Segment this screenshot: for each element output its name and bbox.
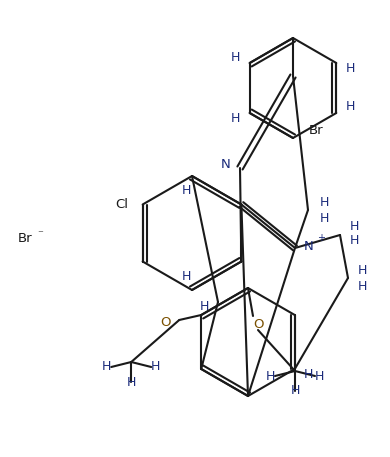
Text: H: H [349, 234, 359, 246]
Text: H: H [231, 112, 240, 126]
Text: N: N [304, 239, 314, 253]
Text: H: H [231, 51, 240, 64]
Text: H: H [304, 367, 314, 381]
Text: N: N [221, 159, 231, 171]
Text: H: H [319, 212, 329, 224]
Text: Br: Br [309, 123, 324, 137]
Text: H: H [181, 184, 191, 197]
Text: Cl: Cl [116, 198, 129, 211]
Text: O: O [161, 315, 171, 329]
Text: H: H [346, 63, 355, 75]
Text: H: H [126, 376, 136, 388]
Text: O: O [253, 318, 263, 330]
Text: H: H [357, 264, 367, 276]
Text: +: + [317, 233, 325, 243]
Text: H: H [349, 220, 359, 234]
Text: H: H [319, 196, 329, 208]
Text: H: H [181, 270, 191, 282]
Text: H: H [357, 280, 367, 292]
Text: H: H [151, 361, 161, 373]
Text: H: H [290, 384, 300, 398]
Text: ⁻: ⁻ [37, 229, 43, 239]
Text: H: H [315, 370, 324, 383]
Text: H: H [102, 361, 111, 373]
Text: H: H [346, 101, 355, 113]
Text: H: H [266, 370, 275, 383]
Text: Br: Br [18, 232, 33, 244]
Text: H: H [199, 299, 209, 313]
